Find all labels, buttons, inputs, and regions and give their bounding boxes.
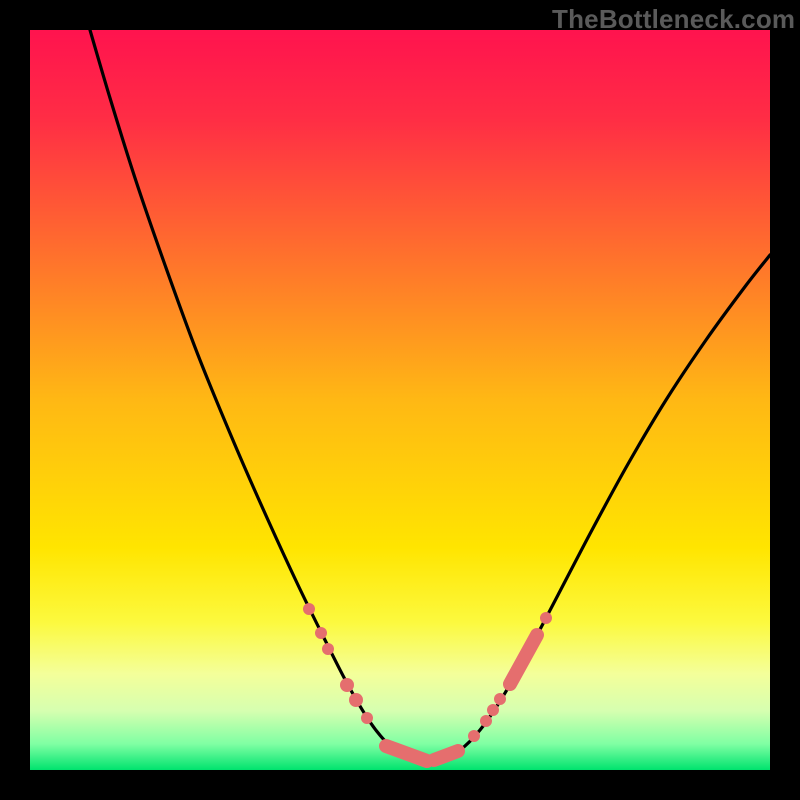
marker-dot bbox=[322, 643, 334, 655]
marker-pill bbox=[434, 751, 458, 760]
bottleneck-curve-plot bbox=[30, 30, 770, 770]
marker-dot bbox=[340, 678, 354, 692]
marker-dot bbox=[303, 603, 315, 615]
marker-dot bbox=[349, 693, 363, 707]
gradient-background bbox=[30, 30, 770, 770]
marker-dot bbox=[315, 627, 327, 639]
marker-dot bbox=[487, 704, 499, 716]
marker-dot bbox=[468, 730, 480, 742]
marker-dot bbox=[480, 715, 492, 727]
marker-dot bbox=[361, 712, 373, 724]
marker-dot bbox=[494, 693, 506, 705]
marker-dot bbox=[540, 612, 552, 624]
